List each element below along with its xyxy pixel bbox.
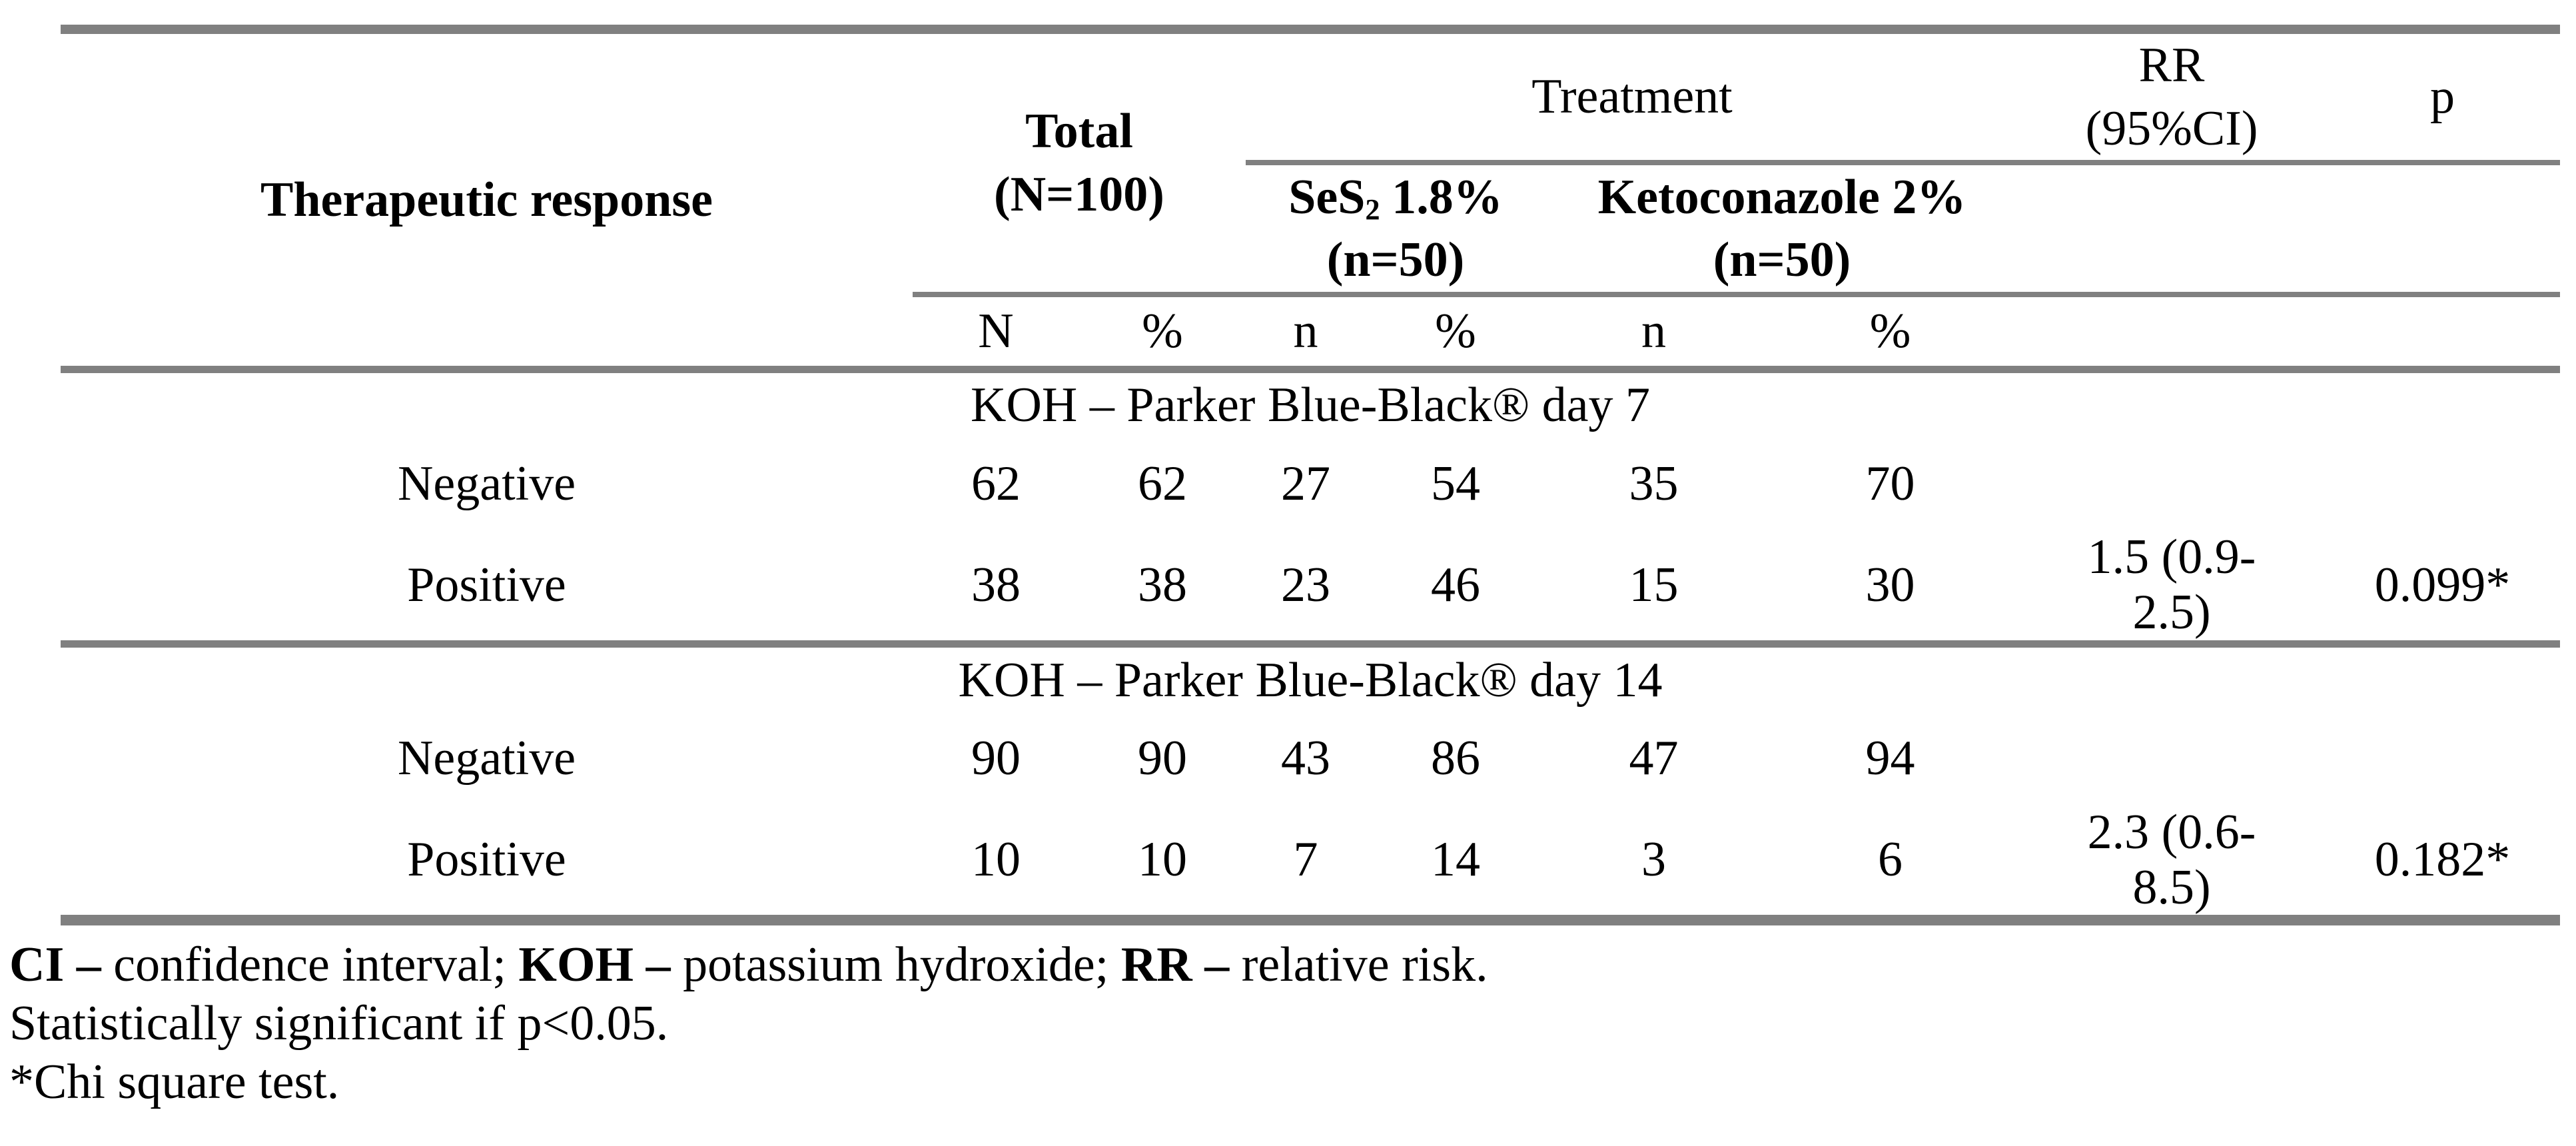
col-header-p: p	[2325, 29, 2561, 166]
abbr-koh: KOH –	[518, 937, 683, 992]
footnotes: CI – confidence interval; KOH – potassiu…	[9, 935, 1488, 1111]
table-row: Negative 90 90 43 86 47 94	[61, 713, 2560, 805]
keto-n: (n=50)	[1713, 233, 1851, 288]
data-cell: 62	[971, 456, 1021, 512]
data-cell: 38	[1079, 530, 1246, 648]
spacer-cell	[2325, 294, 2561, 373]
row-label-negative: Negative	[397, 731, 576, 786]
data-cell: 35	[1629, 456, 1679, 512]
data-cell: 86	[1431, 731, 1480, 786]
section-title-row: KOH – Parker Blue-Black® day 14	[61, 644, 2560, 713]
data-cell: 90	[1138, 731, 1187, 786]
data-cell: 90	[971, 731, 1021, 786]
data-cell: 10	[913, 804, 1079, 926]
data-cell: 70	[1865, 456, 1915, 512]
table-row: Positive 38 38 23 46 15 30 1.5 (0.9- 2.5…	[61, 530, 2561, 648]
rr-value-line1: 2.3 (0.6-	[2087, 804, 2256, 860]
data-cell: 54	[1431, 456, 1480, 512]
data-cell: 46	[1366, 530, 1545, 648]
row-label-positive: Positive	[61, 804, 913, 926]
data-cell: 27	[1281, 456, 1330, 512]
rr-value-line2: 2.5)	[2132, 585, 2211, 640]
data-cell: 30	[1762, 530, 2019, 648]
rr-value-line1: 1.5 (0.9-	[2087, 530, 2256, 585]
rr-value-day14: 2.3 (0.6- 8.5)	[2018, 804, 2326, 926]
spacer-cell	[2325, 438, 2560, 530]
header-row-3: N % n % n %	[61, 294, 2561, 373]
subheader-total-pct: %	[1079, 294, 1246, 373]
col-header-treatment: Treatment	[1246, 29, 2019, 166]
ses2-n: (n=50)	[1326, 233, 1465, 288]
data-cell: 15	[1545, 530, 1762, 648]
header-row-2: SeS2 1.8% (n=50) Ketoconazole 2% (n=50)	[61, 163, 2561, 298]
data-cell: 38	[913, 530, 1079, 648]
data-cell: 47	[1629, 731, 1679, 786]
spacer-cell	[2018, 294, 2326, 373]
spacer-cell	[2325, 713, 2560, 805]
abbr-rr-def: relative risk.	[1241, 937, 1488, 992]
data-cell: 94	[1865, 731, 1915, 786]
spacer-cell	[2018, 713, 2325, 805]
row-label-negative: Negative	[397, 456, 576, 512]
subheader-keto-n: n	[1545, 294, 1762, 373]
rr-value-day7: 1.5 (0.9- 2.5)	[2018, 530, 2326, 648]
p-value-day7: 0.099*	[2325, 530, 2561, 648]
therapeutic-response-table: Therapeutic response Total (N=100) Treat…	[61, 25, 2561, 926]
col-header-ses2: SeS2 1.8% (n=50)	[1246, 163, 1545, 298]
rr-line2: (95%CI)	[2085, 101, 2258, 156]
subheader-ses2-n: n	[1246, 294, 1366, 373]
spacer-cell	[2018, 438, 2325, 530]
total-line2: (N=100)	[994, 167, 1164, 222]
abbr-rr: RR –	[1120, 937, 1242, 992]
footnote-abbreviations: CI – confidence interval; KOH – potassiu…	[9, 935, 1488, 994]
data-cell: 6	[1762, 804, 2019, 926]
data-cell: 23	[1246, 530, 1366, 648]
keto-line1: Ketoconazole 2%	[1597, 169, 1966, 225]
footnote-chi-square: *Chi square test.	[9, 1055, 340, 1109]
ses2-concentration: 1.8%	[1392, 169, 1503, 225]
subheader-keto-pct: %	[1762, 294, 2019, 373]
spacer-cell	[2018, 163, 2326, 298]
ses2-line1: SeS2 1.8%	[1246, 166, 1545, 229]
col-header-total: Total (N=100)	[913, 29, 1246, 298]
section-title-day7: KOH – Parker Blue-Black® day 7	[971, 378, 1651, 433]
data-cell: 3	[1545, 804, 1762, 926]
col-header-therapeutic-response: Therapeutic response	[61, 29, 913, 373]
abbr-koh-def: potassium hydroxide;	[683, 937, 1121, 992]
total-line1: Total	[1025, 104, 1133, 159]
section-title-row: KOH – Parker Blue-Black® day 7	[61, 369, 2560, 438]
data-cell: 62	[1138, 456, 1187, 512]
subheader-total-N: N	[913, 294, 1079, 373]
col-header-ketoconazole: Ketoconazole 2% (n=50)	[1545, 163, 2019, 298]
data-cell: 10	[1079, 804, 1246, 926]
data-cell: 43	[1281, 731, 1330, 786]
rr-value-line2: 8.5)	[2132, 860, 2211, 915]
table-row: Negative 62 62 27 54 35 70	[61, 438, 2560, 530]
table-row: Positive 10 10 7 14 3 6 2.3 (0.6- 8.5) 0…	[61, 804, 2561, 926]
ses2-name: SeS	[1288, 169, 1366, 225]
p-value-day14: 0.182*	[2325, 804, 2561, 926]
abbr-ci: CI –	[9, 937, 114, 992]
data-cell: 14	[1366, 804, 1545, 926]
abbr-ci-def: confidence interval;	[113, 937, 519, 992]
rr-line1: RR	[2138, 38, 2205, 93]
row-label-positive: Positive	[61, 530, 913, 648]
data-cell: 7	[1246, 804, 1366, 926]
section-title-day14: KOH – Parker Blue-Black® day 14	[958, 652, 1663, 708]
subheader-ses2-pct: %	[1366, 294, 1545, 373]
ses2-subscript: 2	[1365, 193, 1380, 227]
spacer-cell	[2325, 163, 2561, 298]
header-row-1: Therapeutic response Total (N=100) Treat…	[61, 29, 2561, 373]
col-header-rr: RR (95%CI)	[2018, 29, 2326, 166]
footnote-significance: Statistically significant if p<0.05.	[9, 996, 669, 1051]
